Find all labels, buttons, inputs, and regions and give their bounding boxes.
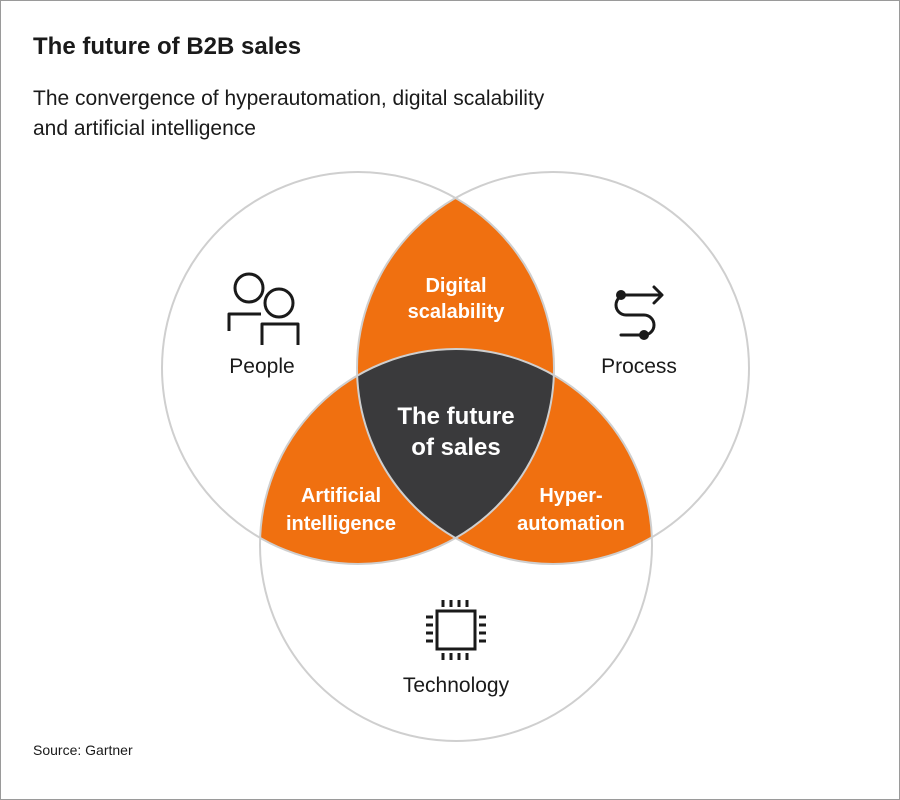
digital-scalability-line-2: scalability bbox=[408, 301, 506, 323]
digital-scalability-line-1: Digital bbox=[425, 275, 486, 297]
people-label: People bbox=[229, 355, 294, 378]
chip-icon bbox=[426, 600, 486, 660]
subtitle-line-1: The convergence of hyperautomation, digi… bbox=[33, 87, 545, 110]
center-label-line-1: The future bbox=[397, 403, 514, 430]
subtitle-line-2: and artificial intelligence bbox=[33, 117, 256, 140]
page-title: The future of B2B sales bbox=[33, 33, 302, 60]
artificial-intelligence-line-1: Artificial bbox=[301, 485, 381, 507]
source-note: Source: Gartner bbox=[33, 742, 133, 758]
people-circle bbox=[161, 171, 555, 565]
center-label-line-2: of sales bbox=[411, 434, 500, 461]
page-subtitle: The convergence of hyperautomation, digi… bbox=[33, 84, 713, 144]
process-circle bbox=[356, 171, 750, 565]
process-arrow-icon bbox=[614, 285, 664, 340]
process-label: Process bbox=[601, 355, 677, 378]
technology-label: Technology bbox=[403, 674, 510, 697]
technology-circle bbox=[259, 348, 653, 742]
hyperautomation-line-2: automation bbox=[517, 513, 625, 535]
artificial-intelligence-line-2: intelligence bbox=[286, 513, 396, 535]
people-icon bbox=[227, 272, 300, 345]
hyperautomation-line-1: Hyper- bbox=[539, 485, 602, 507]
